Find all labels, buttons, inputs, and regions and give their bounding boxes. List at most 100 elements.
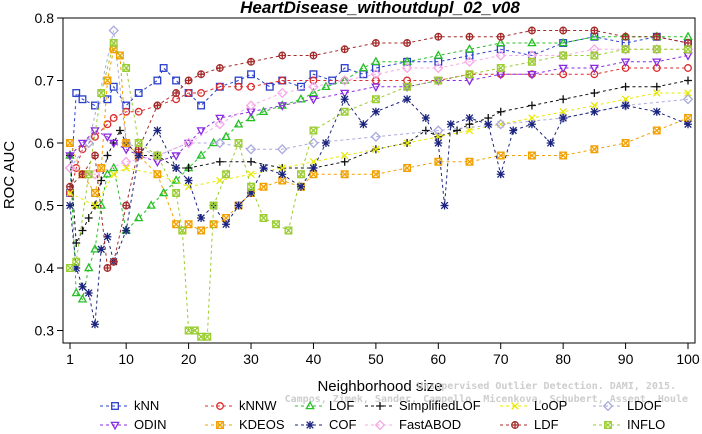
data-point-odin — [558, 64, 568, 74]
series-line-cof — [69, 98, 689, 325]
y-axis-label: ROC AUC — [1, 141, 18, 210]
data-point-loop — [559, 107, 567, 116]
watermark-line-1: Unsupervised Outlier Detection. DAMI, 20… — [417, 380, 676, 392]
data-point-cof — [340, 95, 349, 104]
data-point-cof — [652, 107, 661, 116]
data-point-ldf — [184, 76, 193, 85]
data-point-lof — [371, 56, 381, 66]
x-tick-label: 30 — [243, 351, 259, 367]
data-point-cof — [97, 245, 106, 254]
data-point-odin — [277, 102, 287, 111]
legend-item-fastabod: FastABOD — [365, 417, 461, 432]
data-point-lof — [133, 212, 144, 222]
data-point-knnw — [684, 64, 692, 72]
data-point-lof — [527, 37, 537, 47]
data-point-ldf — [559, 26, 568, 35]
data-point-kdeos — [340, 170, 349, 179]
data-point-lof — [464, 43, 475, 53]
data-point-knnw — [197, 89, 206, 97]
data-point-kdeos — [91, 189, 99, 197]
data-point-inflo — [172, 189, 181, 197]
data-point-cof — [403, 95, 412, 104]
data-point-inflo — [684, 45, 692, 54]
data-point-inflo — [247, 182, 255, 191]
x-tick-label: 100 — [676, 351, 700, 367]
data-point-kdeos — [496, 151, 505, 160]
data-point-lof — [221, 131, 231, 141]
data-point-lof — [83, 262, 94, 272]
data-point-kdeos — [621, 139, 630, 147]
watermark-line-2: Campos, Zimek, Sander, Campello, Micenko… — [285, 393, 688, 405]
data-point-loop — [465, 126, 474, 135]
series-inflo — [66, 39, 692, 341]
data-point-loop — [653, 89, 661, 97]
legend-label-fastabod: FastABOD — [399, 417, 461, 432]
chart-title: HeartDisease_withoutdupl_02_v08 — [240, 0, 520, 17]
data-point-inflo — [590, 51, 599, 60]
legend-marker-cof — [306, 421, 314, 429]
data-point-knn — [72, 89, 81, 97]
data-point-inflo — [340, 107, 349, 116]
series-line-inflo — [69, 41, 688, 338]
data-point-ldf — [122, 201, 131, 210]
data-point-simplifiedlof — [621, 82, 630, 91]
data-point-knnw — [103, 120, 112, 129]
data-point-inflo — [465, 70, 474, 79]
data-point-odin — [90, 127, 100, 136]
legend-item-kdeos: KDEOS — [205, 417, 285, 432]
data-point-fastabod — [183, 137, 194, 149]
data-point-cof — [546, 139, 555, 147]
data-point-ldf — [309, 51, 318, 60]
plot-area — [62, 17, 696, 344]
data-point-simplifiedlof — [453, 126, 461, 135]
data-point-loop — [621, 95, 630, 104]
x-tick-label: 60 — [431, 351, 447, 367]
data-point-fastabod — [120, 156, 132, 167]
y-axis: 0.3 0.4 0.5 0.6 0.7 0.8 — [35, 10, 63, 339]
data-point-cof — [621, 101, 630, 110]
data-point-inflo — [203, 332, 212, 341]
x-tick-label: 70 — [493, 351, 509, 367]
data-point-kdeos — [527, 151, 536, 160]
legend-item-knn: kNN — [100, 398, 159, 413]
data-point-lof — [358, 62, 369, 72]
series-line-kdeos — [69, 48, 689, 232]
data-point-simplifiedlof — [340, 157, 349, 166]
data-point-ldof — [433, 125, 444, 136]
legend: kNN kNNW LOF SimplifiedLOF LoOP LDOF ODIN KDEOS… — [100, 398, 665, 432]
data-point-loop — [122, 164, 130, 172]
data-point-kdeos — [278, 176, 287, 185]
legend-label-ldof: LDOF — [627, 398, 662, 413]
data-point-ldof — [214, 137, 226, 149]
series-line-loop — [69, 92, 688, 207]
data-point-inflo — [297, 170, 305, 179]
data-point-cof — [465, 114, 474, 122]
data-point-fastabod — [245, 100, 257, 111]
data-point-loop — [340, 151, 349, 160]
y-tick-label: 0.4 — [35, 260, 55, 276]
data-point-cof — [684, 120, 692, 129]
data-point-loop — [372, 145, 380, 154]
data-point-fastabod — [64, 162, 76, 174]
data-point-knnw — [109, 114, 118, 122]
legend-item-simplifiedlof: SimplifiedLOF — [365, 398, 481, 413]
data-point-inflo — [84, 170, 93, 179]
data-point-ldof — [277, 144, 288, 155]
data-point-inflo — [109, 39, 118, 47]
data-point-ldf — [590, 26, 599, 35]
data-point-fastabod — [277, 87, 288, 99]
data-point-inflo — [134, 139, 143, 147]
data-point-inflo — [652, 45, 661, 54]
series-line-odin — [69, 55, 689, 163]
data-point-kdeos — [97, 164, 106, 172]
data-point-inflo — [496, 64, 505, 72]
data-point-lof — [233, 118, 244, 128]
data-point-cof — [259, 164, 268, 172]
series-fastabod — [64, 44, 694, 180]
data-point-kdeos — [115, 51, 124, 60]
data-point-loop — [216, 176, 224, 185]
data-point-inflo — [234, 139, 243, 147]
data-point-inflo — [284, 226, 293, 235]
data-point-cof — [359, 120, 368, 129]
data-point-cof — [309, 164, 318, 172]
